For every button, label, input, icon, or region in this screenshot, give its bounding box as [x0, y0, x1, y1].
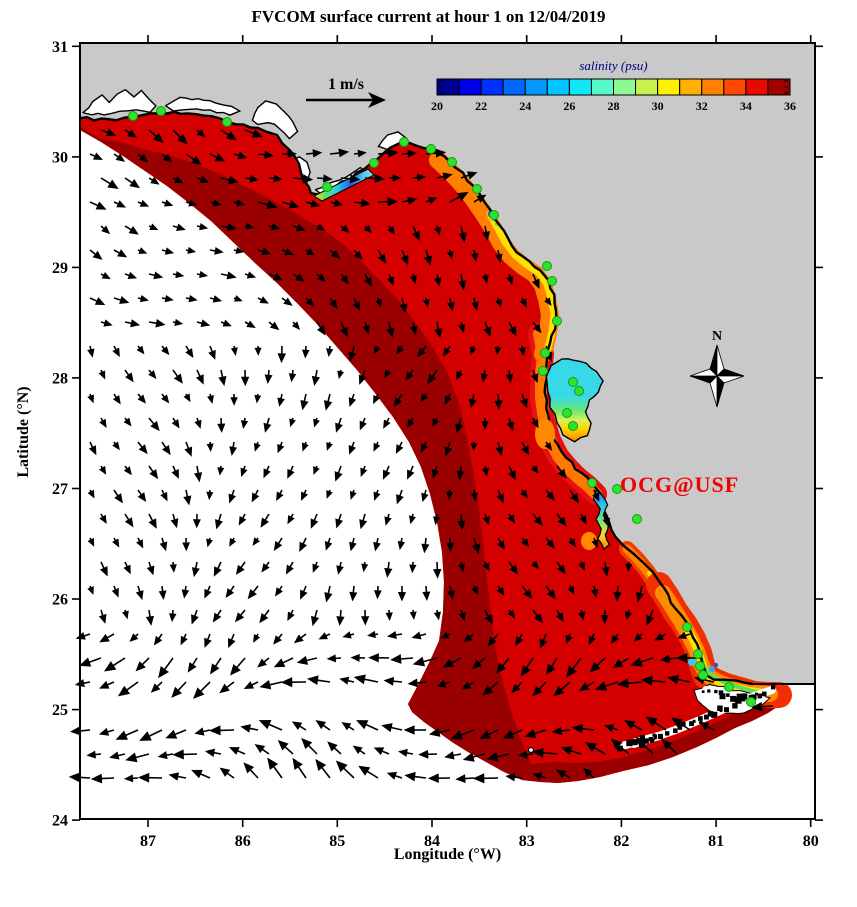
x-tick-label: 84 — [424, 833, 440, 850]
y-tick-label: 31 — [52, 39, 68, 56]
y-tick-label: 25 — [52, 702, 68, 719]
x-tick-label: 87 — [140, 833, 156, 850]
x-axis-label: Longitude (°W) — [393, 846, 502, 863]
tampa-bay — [545, 358, 604, 443]
y-tick-label: 24 — [52, 813, 68, 830]
x-tick-label: 86 — [235, 833, 251, 850]
scale-arrow — [306, 92, 386, 108]
axes-frame: 87 86 85 84 83 82 81 80 31 30 29 28 27 26 25 24 — [52, 35, 823, 850]
colorbar-tick-label: 26 — [563, 99, 575, 113]
x-tick-label: 81 — [708, 833, 724, 850]
y-tick-label: 29 — [52, 260, 68, 277]
colorbar-tick-label: 22 — [475, 99, 487, 113]
colorbar-title: salinity (psu) — [579, 58, 648, 73]
x-tick-label: 85 — [329, 833, 345, 850]
colorbar-tick-label: 24 — [519, 99, 531, 113]
y-tick-label: 28 — [52, 370, 68, 387]
x-tick-label: 83 — [519, 833, 535, 850]
colorbar-tick-label: 36 — [784, 99, 796, 113]
figure-title: FVCOM surface current at hour 1 on 12/04… — [251, 7, 606, 26]
current-vectors — [68, 128, 774, 784]
colorbar-tick-label: 32 — [696, 99, 708, 113]
x-tick-label: 82 — [613, 833, 629, 850]
y-tick-label: 27 — [52, 481, 68, 498]
colorbar-tick-label: 30 — [652, 99, 664, 113]
vector-scale-label: 1 m/s — [328, 76, 364, 93]
colorbar-tick-label: 28 — [608, 99, 620, 113]
land — [79, 43, 815, 684]
watermark-label: OCG@USF — [620, 472, 740, 497]
y-tick-label: 30 — [52, 149, 68, 166]
colorbar-tick-label: 34 — [740, 99, 752, 113]
station-dots — [128, 106, 756, 707]
estuaries — [312, 168, 611, 551]
compass-rose — [689, 344, 745, 408]
y-tick-label: 26 — [52, 592, 68, 609]
coastline — [79, 110, 815, 686]
colorbar: 20 22 24 26 28 30 32 34 36 — [431, 78, 796, 113]
y-axis-label: Latitude (°N) — [15, 386, 32, 478]
colorbar-tick-label: 20 — [431, 99, 443, 113]
sarasota-bay — [592, 488, 611, 551]
x-tick-label: 80 — [803, 833, 819, 850]
compass-north-label: N — [711, 329, 723, 344]
